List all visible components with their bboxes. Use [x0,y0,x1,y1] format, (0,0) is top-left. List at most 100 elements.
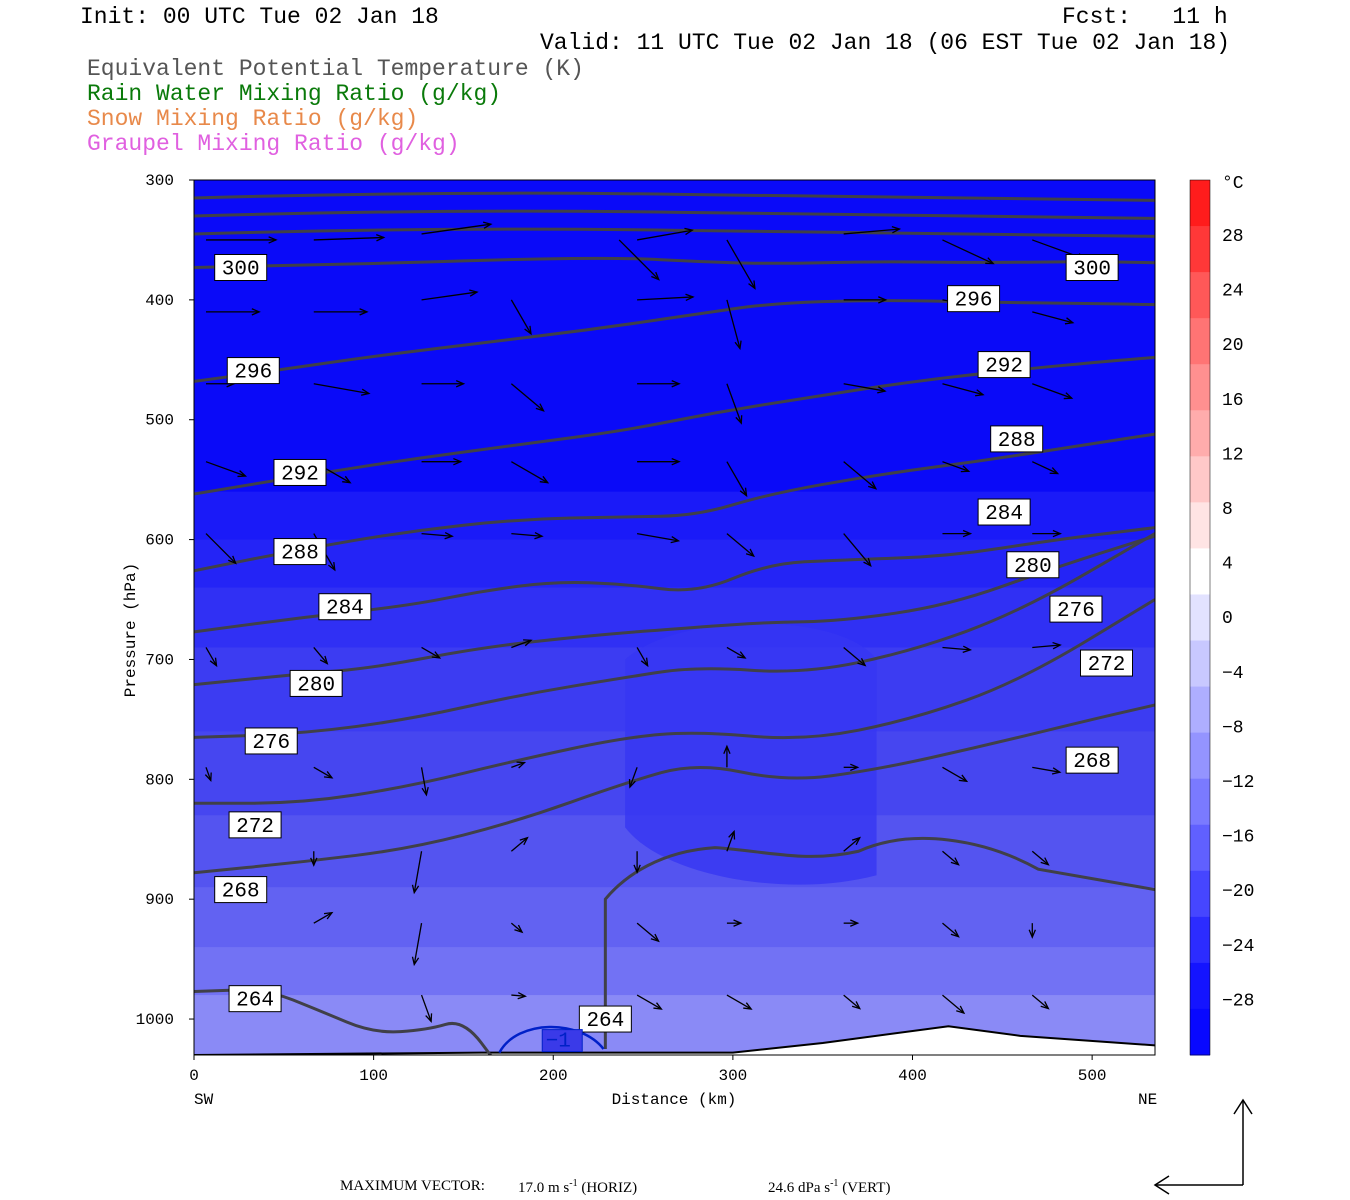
wind-vector [511,994,526,997]
wind-vector [1032,311,1074,324]
colorbar-label: −20 [1222,882,1254,902]
wind-vector [636,922,659,942]
temperature-shading [194,180,1155,1055]
wind-vector-head [1063,392,1074,400]
wind-vector [421,291,478,301]
colorbar-label: −4 [1222,664,1244,684]
wind-vector [511,761,525,768]
contour-label-box [318,593,372,621]
colorbar-label: −12 [1222,773,1254,793]
wind-vector-head [863,557,872,568]
colorbar-swatch [1190,640,1210,688]
y-tick-label: 300 [145,172,174,190]
contour-label-box [214,876,268,904]
wind-vector-head [653,1002,663,1010]
colorbar-swatch [1190,1008,1210,1056]
wind-vector-head [209,657,218,668]
wind-vector [1031,850,1049,866]
contour-label: 296 [955,290,993,313]
wind-vector-head [310,857,318,867]
x-tick-label: 300 [718,1067,747,1085]
wind-vector [205,767,212,781]
wind-vector-head [958,774,969,783]
colorbar-swatch [1190,226,1210,273]
wind-vector [636,647,649,666]
wind-vector-head [850,763,860,772]
x-tick-label: 0 [189,1067,199,1085]
wind-vector-head [535,403,545,412]
colorbar-label: −28 [1222,991,1254,1011]
wind-vector-head [671,380,681,388]
contour-label-box [977,351,1031,379]
contour-label-box [214,254,268,281]
wind-vector-head [237,470,248,478]
contour-label-box [289,669,343,697]
wind-vector-head [723,744,731,754]
colorbar-swatch [1190,548,1210,595]
wind-vector [511,639,532,649]
wind-vector-head [739,487,748,498]
x-left-label: SW [194,1091,214,1109]
wind-vector-head [1040,1001,1050,1010]
contour-label: 276 [252,732,290,755]
wind-vector-head [517,991,527,1000]
colorbar-swatch [1190,456,1210,503]
colorbar-swatch [1190,778,1210,826]
wind-vector [421,532,453,537]
wind-vector-head [376,234,386,242]
wind-vector [510,922,523,933]
x-tick-label: 100 [359,1067,388,1085]
contour-label-box [1006,551,1060,579]
contour-label-box [1080,649,1134,677]
contour-label-box [273,458,327,486]
wind-vector [420,767,428,796]
theta-e-contour-288 [194,432,1155,573]
contour-labels: 300 3002962962922922882882842842802802762… [214,254,1134,1054]
wind-vector-head [950,857,960,866]
wind-vector [942,461,970,472]
wind-vector [843,646,866,666]
colorbar-label: 0 [1222,609,1233,629]
wind-vector [843,383,886,392]
valid-time: Valid: 11 UTC Tue 02 Jan 18 (06 EST Tue … [540,30,1231,56]
wind-vector-head [1049,467,1060,475]
wind-vector-head [650,933,660,943]
wind-vector [942,994,965,1014]
wind-vector-head [360,388,371,396]
x-tick-label: 500 [1078,1067,1107,1085]
wind-vector [511,461,549,484]
wind-vector-head [878,296,888,304]
wind-vector-head [469,289,479,297]
wind-vector [942,646,971,651]
colorbar-frame [1189,179,1211,1056]
theta-e-contour-upper [194,227,1155,238]
contour-label: 292 [985,356,1023,379]
wind-vector [629,767,638,788]
contour-label: 268 [1073,751,1111,774]
theta-e-contour-268 [194,703,1155,875]
wind-vector-head [857,658,867,667]
colorbar-label: 4 [1222,555,1233,575]
contour-label: 280 [297,674,335,697]
wind-vector [1031,994,1049,1010]
wind-vector-head [523,639,533,647]
vert-vector-value: 24.6 dPa s-1 (VERT) [768,1178,891,1196]
contour-label: 272 [236,816,274,839]
wind-vector [510,837,528,852]
wind-vector [205,461,246,477]
colorbar-swatch [1190,410,1210,457]
contour-label-box [1065,254,1119,281]
contour-label: 292 [281,463,319,486]
wind-vector-head [1040,857,1050,866]
colorbar-label: 20 [1222,336,1244,356]
wind-vector-head [962,529,973,538]
contour-label-box [1065,746,1119,774]
contour-label-box [228,985,282,1013]
contour-label-box [273,538,327,566]
theta-e-contour-272 [194,598,1155,805]
colorbar-label: 8 [1222,500,1233,520]
wind-vector-head [411,884,420,895]
wind-vector-head [539,475,550,484]
wind-vector [420,994,432,1022]
contour-label-box [947,285,1001,313]
